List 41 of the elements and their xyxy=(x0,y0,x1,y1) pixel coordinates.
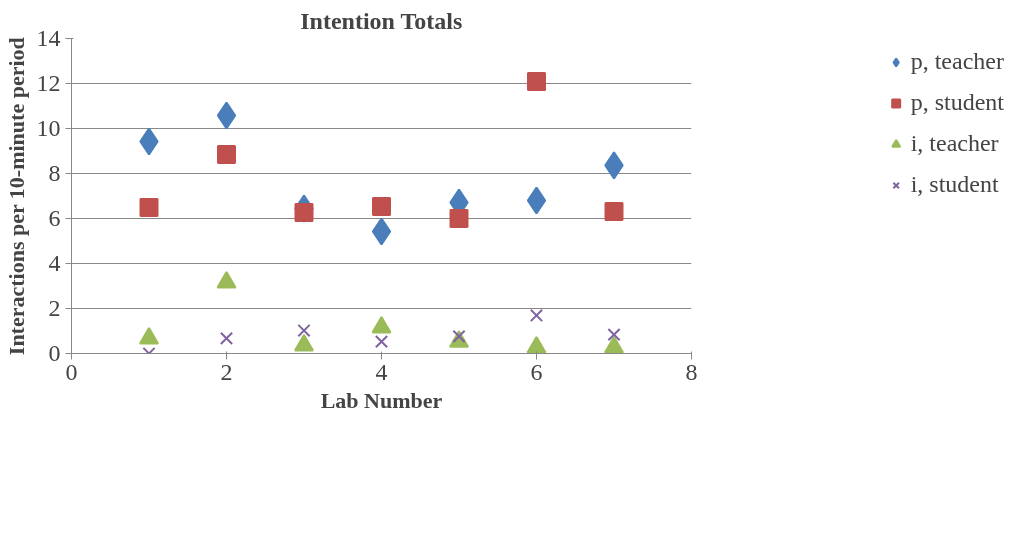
point xyxy=(294,334,314,352)
point xyxy=(294,202,314,222)
point xyxy=(216,101,237,130)
point xyxy=(217,145,236,165)
point xyxy=(372,197,391,217)
y-tick-label: 6 xyxy=(48,205,61,231)
x-tick-label: 4 xyxy=(375,358,388,385)
point xyxy=(219,331,234,346)
x-tick-label: 2 xyxy=(220,358,233,385)
point xyxy=(139,327,159,345)
point xyxy=(607,327,621,342)
x-tick-label: 6 xyxy=(530,358,543,385)
x-axis-title: Lab Number xyxy=(320,387,443,413)
y-tick-label: 2 xyxy=(48,295,61,321)
y-tick-label: 14 xyxy=(36,25,61,51)
point xyxy=(216,271,237,289)
legend-label: i, student xyxy=(910,171,999,198)
point xyxy=(527,71,546,91)
point xyxy=(371,217,392,246)
x-tick-label: 8 xyxy=(685,358,698,385)
point xyxy=(374,334,389,349)
y-tick-label: 12 xyxy=(36,70,61,96)
point xyxy=(449,209,469,228)
legend-label: i, teacher xyxy=(910,130,999,157)
x-tick-label: 0 xyxy=(65,358,78,385)
point xyxy=(526,186,547,215)
legend-label: p, teacher xyxy=(910,48,1004,75)
chart-title: Intention Totals xyxy=(300,7,463,34)
point xyxy=(139,197,159,217)
y-tick-label: 10 xyxy=(36,115,61,141)
point xyxy=(371,316,392,334)
y-axis-title: Interactions per 10-minute period xyxy=(3,37,29,356)
point xyxy=(529,308,544,323)
legend-label: p, student xyxy=(910,89,1004,116)
point xyxy=(604,336,624,354)
point xyxy=(526,336,547,354)
y-tick-label: 4 xyxy=(48,250,61,276)
y-tick-label: 8 xyxy=(48,160,61,186)
y-tick-label: 0 xyxy=(48,340,61,366)
point xyxy=(604,202,624,222)
point xyxy=(297,323,311,338)
